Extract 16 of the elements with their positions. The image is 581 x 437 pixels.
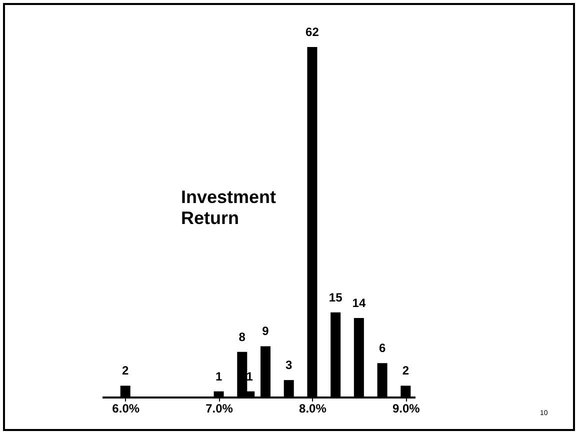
data-label: 9 xyxy=(262,324,270,338)
data-label: 1 xyxy=(215,369,222,384)
data-label: 15 xyxy=(328,290,343,304)
annotation: Investment Return xyxy=(181,187,276,228)
data-label: 1 xyxy=(246,369,254,384)
data-label: 14 xyxy=(352,296,366,310)
data-label: 3 xyxy=(286,358,293,372)
x-tick-label: 6.0% xyxy=(112,402,140,416)
data-label: 8 xyxy=(238,330,246,344)
x-tick-label: 7.0% xyxy=(206,402,234,416)
x-tick-label: 9.0% xyxy=(392,402,420,416)
x-tick-label: 8.0% xyxy=(299,402,327,416)
data-label: 2 xyxy=(122,364,130,378)
data-label: 6 xyxy=(378,341,386,356)
data-label: 2 xyxy=(402,364,410,378)
data-label: 62 xyxy=(306,25,320,39)
